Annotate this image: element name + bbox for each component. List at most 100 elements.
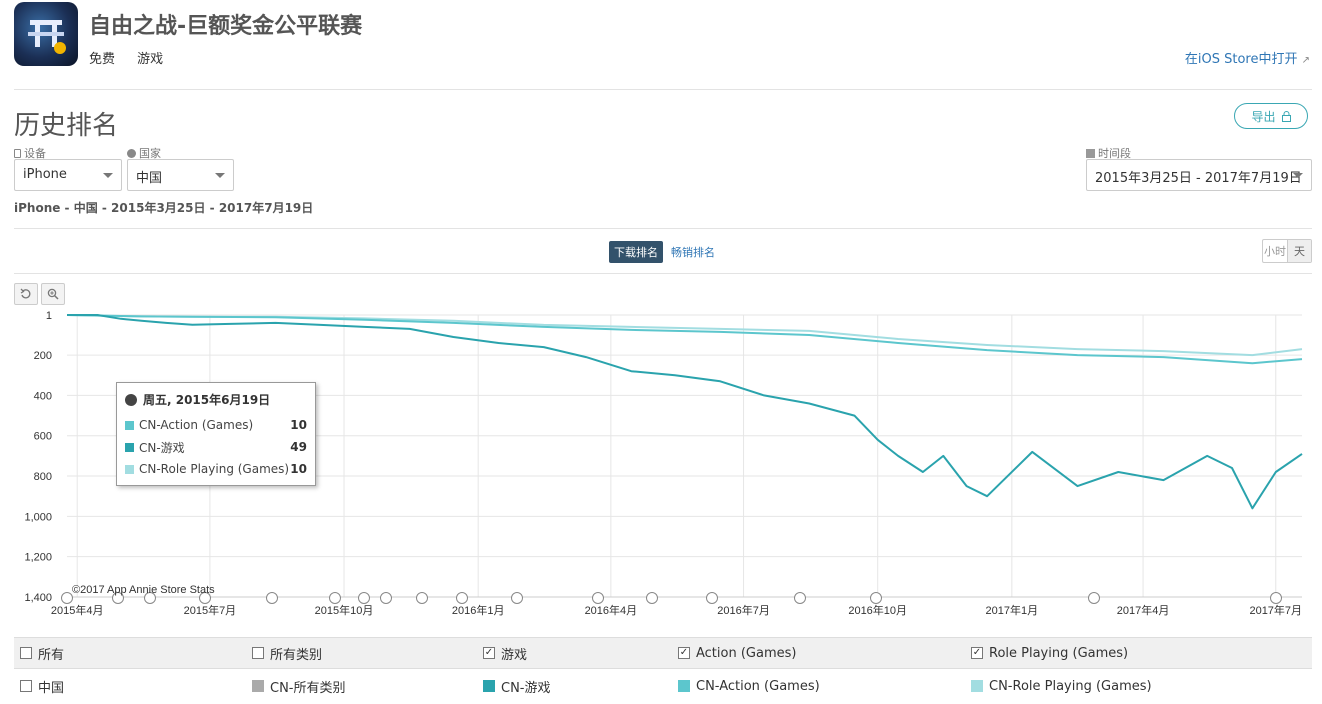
event-marker — [329, 592, 341, 604]
legend-series-all-categories[interactable]: CN-所有类别 — [252, 669, 346, 703]
tab-grossing[interactable]: 畅销排名 — [671, 246, 715, 259]
event-marker — [646, 592, 658, 604]
legend-header-role[interactable]: ✓ Role Playing (Games) — [971, 638, 1128, 668]
device-select[interactable]: iPhone — [14, 159, 122, 191]
tooltip-row: CN-游戏 49 — [125, 436, 307, 458]
event-marker — [1088, 592, 1100, 604]
period-select[interactable]: 2015年3月25日 - 2017年7月19日 — [1086, 159, 1312, 191]
tooltip-series-name: CN-游戏 — [139, 440, 185, 455]
day-toggle[interactable]: 天 — [1287, 240, 1311, 262]
legend-series-games[interactable]: CN-游戏 — [483, 669, 551, 703]
all-categories-swatch — [252, 680, 264, 692]
y-tick-label: 600 — [34, 431, 52, 443]
y-tick-label: 1,200 — [24, 552, 52, 564]
legend-header-label: Role Playing (Games) — [989, 645, 1129, 661]
x-tick-label: 2016年4月 — [585, 603, 638, 617]
device-value: iPhone — [23, 167, 67, 182]
legend-row-country[interactable]: 中国 — [20, 669, 64, 703]
event-marker — [456, 592, 468, 604]
legend-header-all-categories[interactable]: 所有类别 — [252, 638, 322, 668]
event-marker — [870, 592, 882, 604]
games-swatch — [125, 442, 134, 452]
zoom-icon — [47, 288, 59, 300]
legend-header-label: 所有类别 — [270, 647, 323, 663]
legend-series-label: CN-Role Playing (Games) — [989, 678, 1152, 694]
tooltip-date: 周五, 2015年6月19日 — [143, 393, 271, 407]
checkbox-all-categories[interactable] — [252, 647, 264, 659]
tabs-divider — [14, 273, 1312, 274]
export-button[interactable]: 导出 — [1234, 103, 1308, 129]
chart-tooltip: 周五, 2015年6月19日 CN-Action (Games) 10 CN-游… — [116, 382, 316, 486]
event-marker — [266, 592, 278, 604]
calendar-icon — [1086, 149, 1095, 158]
legend-header-label: Action (Games) — [696, 645, 797, 661]
legend-header-all[interactable]: 所有 — [20, 638, 64, 668]
x-axis: 2015年4月 2015年7月 2015年10月 2016年1月 2016年4月 2016… — [51, 603, 1302, 617]
tooltip-series-value: 10 — [290, 462, 307, 476]
device-label: 设备 — [14, 145, 46, 161]
event-marker — [592, 592, 604, 604]
country-select[interactable]: 中国 — [127, 159, 234, 191]
checkbox-all[interactable] — [20, 647, 32, 659]
tooltip-row: CN-Action (Games) 10 — [125, 414, 307, 436]
tooltip-series-name: CN-Role Playing (Games) — [139, 462, 290, 476]
x-tick-label: 2016年7月 — [717, 603, 770, 617]
event-marker — [416, 592, 428, 604]
action-swatch — [678, 680, 690, 692]
event-marker — [358, 592, 370, 604]
y-axis: 1 200 400 600 800 1,000 1,200 1,400 — [24, 310, 52, 604]
app-price: 免费 — [89, 52, 116, 67]
legend-series-role[interactable]: CN-Role Playing (Games) — [971, 669, 1152, 703]
x-tick-label: 2015年10月 — [315, 603, 374, 617]
event-marker — [199, 592, 211, 604]
filter-divider — [14, 228, 1312, 229]
series-line-games — [67, 314, 1303, 510]
x-tick-label: 2017年7月 — [1249, 603, 1302, 617]
open-store-link[interactable]: 在iOS Store中打开 ↗ — [1185, 48, 1310, 67]
granularity-toggle: 小时 天 — [1262, 239, 1312, 263]
y-tick-label: 1,400 — [24, 592, 52, 604]
tab-downloads[interactable]: 下载排名 — [609, 241, 663, 263]
series-legend-table: 所有 所有类别 ✓ 游戏 ✓ Action (Games) ✓ Role Pla… — [14, 637, 1312, 703]
event-marker — [1270, 592, 1282, 604]
app-title: 自由之战-巨额奖金公平联赛 — [89, 14, 363, 39]
country-label: 国家 — [127, 145, 161, 161]
x-tick-label: 2016年10月 — [848, 603, 907, 617]
role-swatch — [125, 464, 134, 474]
x-tick-label: 2017年4月 — [1117, 603, 1170, 617]
legend-header-games[interactable]: ✓ 游戏 — [483, 638, 527, 668]
chevron-down-icon — [1293, 173, 1303, 178]
checkbox-games[interactable]: ✓ — [483, 647, 495, 659]
header-divider — [14, 89, 1312, 90]
device-icon — [14, 149, 21, 158]
legend-header-action[interactable]: ✓ Action (Games) — [678, 638, 796, 668]
external-link-icon: ↗ — [1301, 55, 1310, 66]
page-title: 历史排名 — [14, 111, 119, 141]
zoom-button[interactable] — [41, 283, 65, 305]
hour-toggle[interactable]: 小时 — [1264, 245, 1286, 258]
event-marker — [112, 592, 124, 604]
legend-series-label: CN-Action (Games) — [696, 678, 820, 694]
checkbox-action[interactable]: ✓ — [678, 647, 690, 659]
chevron-down-icon — [215, 173, 225, 178]
app-category: 游戏 — [137, 52, 164, 67]
undo-icon — [20, 288, 31, 299]
reset-zoom-button[interactable] — [14, 283, 38, 305]
legend-header-label: 所有 — [38, 647, 65, 663]
checkbox-country[interactable] — [20, 680, 32, 692]
event-marker — [794, 592, 806, 604]
checkbox-role[interactable]: ✓ — [971, 647, 983, 659]
x-tick-label: 2016年1月 — [452, 603, 505, 617]
tooltip-series-name: CN-Action (Games) — [139, 418, 254, 432]
legend-row-label: 中国 — [38, 680, 65, 696]
tooltip-series-value: 49 — [290, 440, 307, 454]
legend-series-label: CN-游戏 — [501, 680, 551, 696]
period-value: 2015年3月25日 - 2017年7月19日 — [1095, 171, 1302, 186]
legend-series-label: CN-所有类别 — [270, 680, 346, 696]
y-tick-label: 1 — [46, 310, 52, 322]
legend-series-action[interactable]: CN-Action (Games) — [678, 669, 820, 703]
event-marker — [61, 592, 73, 604]
country-value: 中国 — [136, 171, 163, 186]
x-tick-label: 2015年4月 — [51, 603, 104, 617]
